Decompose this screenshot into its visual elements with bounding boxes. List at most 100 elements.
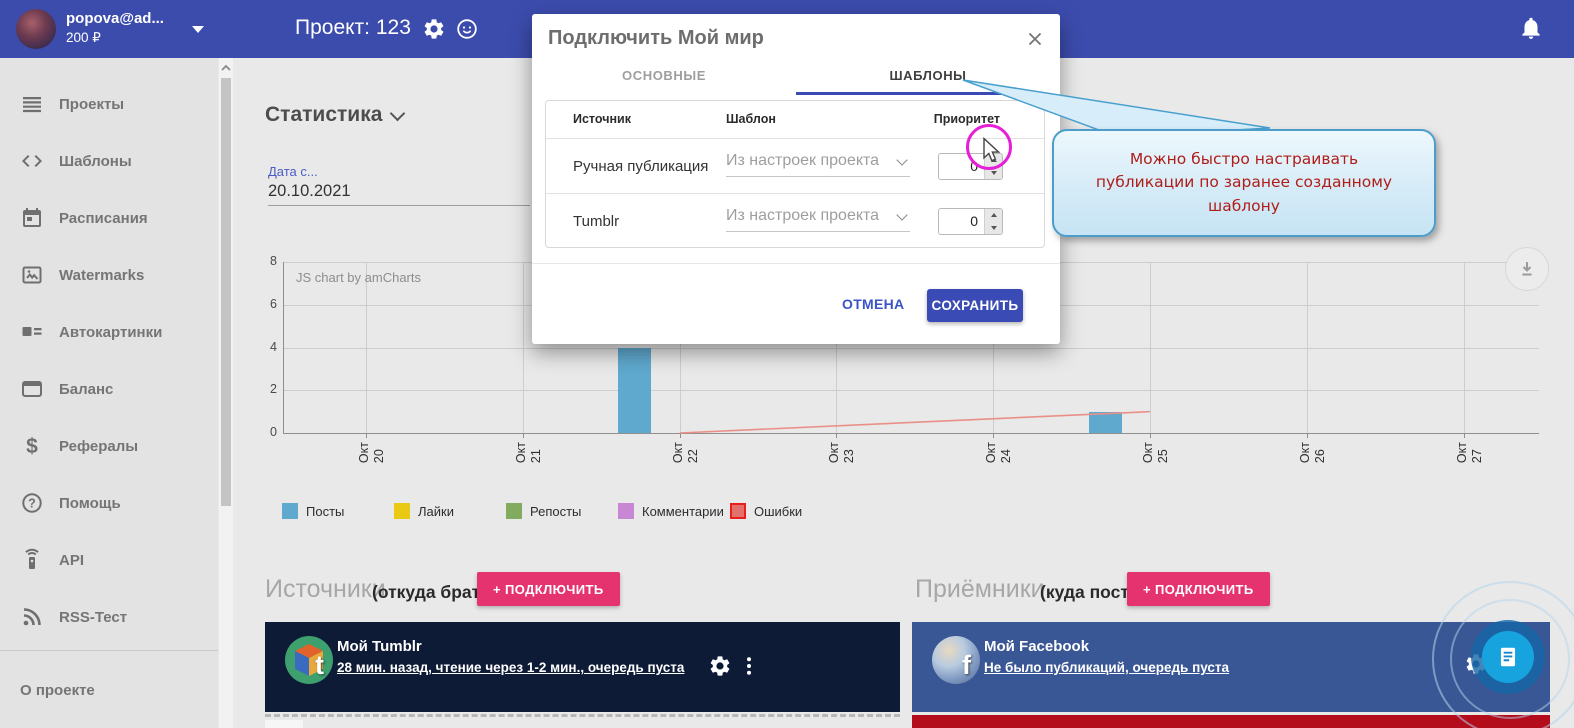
tab-basic[interactable]: ОСНОВНЫЕ <box>622 68 706 83</box>
priority-value: 0 <box>970 158 978 174</box>
sidebar-item-api[interactable]: API <box>0 543 218 577</box>
project-settings-gear-icon[interactable] <box>422 17 446 41</box>
sidebar-item-referrals[interactable]: $ Рефералы <box>0 429 218 463</box>
source-card-status-link[interactable]: 28 мин. назад, чтение через 1-2 мин., оч… <box>337 660 685 675</box>
scroll-up-icon[interactable] <box>220 62 232 74</box>
chart-gridline <box>1150 262 1151 433</box>
stepper-down-icon[interactable] <box>985 222 1002 235</box>
tab-templates[interactable]: ШАБЛОНЫ <box>889 68 967 83</box>
sidebar-item-about[interactable]: О проекте <box>20 682 95 699</box>
source-card-tumblr[interactable]: t Мой Tumblr 28 мин. назад, чтение через… <box>265 622 900 712</box>
user-avatar[interactable] <box>16 9 56 49</box>
user-balance: 200 ₽ <box>66 30 101 45</box>
sidebar-item-label: Автокартинки <box>59 323 163 341</box>
receiver-card-status-link[interactable]: Не было публикаций, очередь пуста <box>984 660 1230 675</box>
close-icon[interactable] <box>1024 28 1046 50</box>
cube-icon <box>295 644 323 676</box>
receivers-connect-button[interactable]: + ПОДКЛЮЧИТЬ <box>1127 572 1270 606</box>
stepper-up-icon[interactable] <box>985 209 1002 222</box>
chart-gridline <box>836 262 838 433</box>
column-header-source: Источник <box>573 112 631 126</box>
more-vertical-icon[interactable] <box>737 654 761 678</box>
sidebar-item-templates[interactable]: Шаблоны <box>0 144 218 178</box>
date-from-input[interactable]: 20.10.2021 <box>268 182 351 200</box>
receivers-title: Приёмники <box>915 575 1045 603</box>
notes-icon <box>1500 647 1516 667</box>
stats-dropdown[interactable]: Статистика <box>265 103 406 127</box>
x-axis-label: Окт 21 <box>513 442 543 464</box>
x-axis-label: Окт 26 <box>1297 442 1327 464</box>
fab-halo-outer <box>1432 581 1574 728</box>
x-axis-label: Окт 23 <box>827 442 857 464</box>
sidebar-item-schedules[interactable]: Расписания <box>0 201 218 235</box>
svg-text:?: ? <box>28 496 36 510</box>
chart-gridline <box>522 262 524 433</box>
legend-item[interactable]: Ошибки <box>730 503 802 519</box>
chart-watermark: JS chart by amCharts <box>296 270 421 285</box>
x-axis-label: Окт 27 <box>1454 442 1484 464</box>
column-header-priority: Приоритет <box>933 112 1000 126</box>
legend-item[interactable]: Лайки <box>394 503 454 519</box>
chart-gridline <box>679 262 681 433</box>
y-axis-label: 2 <box>270 382 277 397</box>
sidebar-item-projects[interactable]: Проекты <box>0 87 218 121</box>
x-axis-label: Окт 22 <box>670 442 700 464</box>
card-settings-gear-icon[interactable] <box>708 654 732 678</box>
rss-icon <box>23 608 41 626</box>
date-from-label: Дата с... <box>268 164 318 179</box>
sources-hint: (откуда брать) <box>372 582 497 602</box>
highlight-circle <box>966 124 1012 170</box>
legend-label: Ошибки <box>754 503 803 519</box>
facebook-avatar <box>932 636 980 684</box>
x-axis-tick <box>836 433 838 438</box>
sidebar-item-watermarks[interactable]: Watermarks <box>0 258 218 292</box>
legend-item[interactable]: Посты <box>282 503 344 519</box>
tumblr-avatar <box>285 636 333 684</box>
sidebar-item-label: Расписания <box>59 209 148 227</box>
legend-label: Лайки <box>418 503 454 519</box>
legend-item[interactable]: Репосты <box>506 503 581 519</box>
chart-download-button[interactable] <box>1505 247 1549 291</box>
corner-handle <box>265 720 303 728</box>
legend-item[interactable]: Комментарии <box>618 503 724 519</box>
legend-swatch <box>618 503 634 519</box>
x-axis-tick <box>1150 433 1151 438</box>
sidebar-scrollbar[interactable] <box>219 58 233 728</box>
emoji-face-icon[interactable] <box>455 17 479 41</box>
tumblr-logo-badge: t <box>315 650 324 680</box>
sidebar-item-autoimages[interactable]: Автокартинки <box>0 315 218 349</box>
y-axis-label: 4 <box>270 339 277 354</box>
user-email[interactable]: popova@ad... <box>66 10 164 27</box>
template-select[interactable]: Из настроек проекта <box>726 152 910 177</box>
legend-swatch <box>506 503 522 519</box>
svg-text:$: $ <box>26 435 38 458</box>
sidebar-item-label: Watermarks <box>59 266 145 284</box>
priority-value: 0 <box>970 213 978 229</box>
sidebar-item-help[interactable]: ? Помощь <box>0 486 218 520</box>
save-button[interactable]: СОХРАНИТЬ <box>927 289 1023 322</box>
sidebar-item-rss-test[interactable]: RSS-Тест <box>0 600 218 634</box>
user-menu-caret-icon[interactable] <box>192 26 204 33</box>
cancel-button[interactable]: ОТМЕНА <box>842 296 905 312</box>
sidebar: Проекты Шаблоны Расписания Watermarks Ав… <box>0 58 218 728</box>
templates-table: Источник Шаблон Приоритет Ручная публика… <box>545 100 1045 248</box>
mouse-cursor <box>983 137 1001 162</box>
y-axis-label: 8 <box>270 254 277 268</box>
y-axis-label: 0 <box>270 425 277 439</box>
project-title: Проект: 123 <box>295 16 411 39</box>
date-input-underline <box>268 205 530 206</box>
scrollbar-thumb[interactable] <box>221 78 231 506</box>
sources-connect-button[interactable]: + ПОДКЛЮЧИТЬ <box>477 572 620 606</box>
legend-label: Посты <box>306 503 345 519</box>
x-axis-tick <box>522 433 524 438</box>
priority-stepper[interactable]: 0 <box>938 208 1003 235</box>
calendar-icon <box>23 208 41 227</box>
fab-halo-mid <box>1450 599 1570 719</box>
notifications-bell-icon[interactable] <box>1518 15 1544 41</box>
dollar-icon: $ <box>26 435 38 458</box>
template-select[interactable]: Из настроек проекта <box>726 207 910 232</box>
sidebar-item-label: Шаблоны <box>59 152 132 170</box>
sidebar-item-balance[interactable]: Баланс <box>0 372 218 406</box>
chevron-down-icon <box>896 153 908 166</box>
support-chat-button[interactable] <box>1482 631 1534 683</box>
